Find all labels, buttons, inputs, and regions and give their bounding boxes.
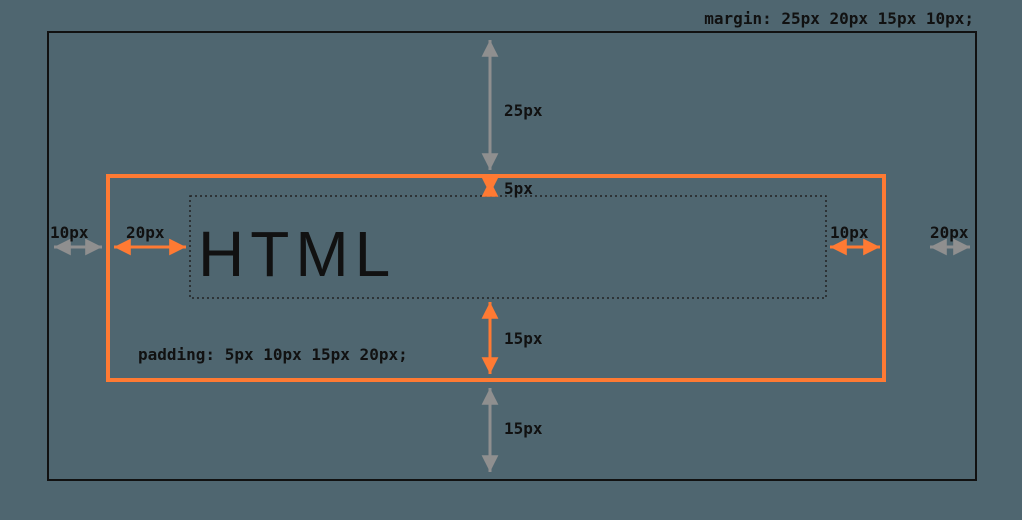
margin-bottom-value: 15px [504,419,543,438]
outer-box [48,32,976,480]
content-text: HTML [198,218,396,290]
margin-top-value: 25px [504,101,543,120]
margin-rule-label: margin: 25px 20px 15px 10px; [704,9,974,28]
padding-right-value: 10px [830,223,869,242]
padding-bottom-value: 15px [504,329,543,348]
box-model-diagram: margin: 25px 20px 15px 10px; HTML paddin… [0,0,1022,520]
padding-left-value: 20px [126,223,165,242]
margin-right-value: 20px [930,223,969,242]
padding-rule-label: padding: 5px 10px 15px 20px; [138,345,408,364]
margin-left-value: 10px [50,223,89,242]
padding-top-value: 5px [504,179,533,198]
